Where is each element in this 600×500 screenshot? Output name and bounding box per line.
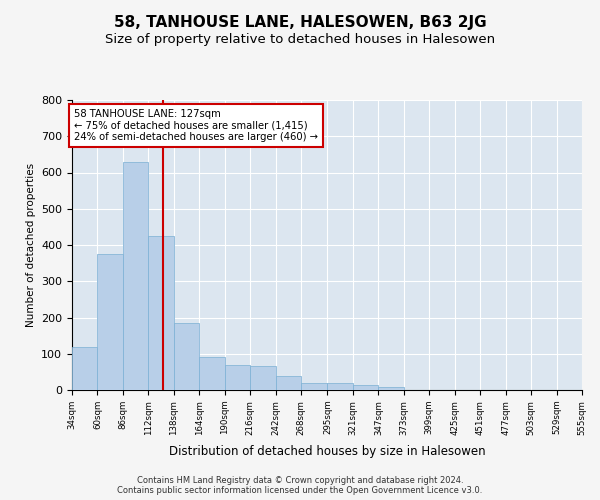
Bar xyxy=(275,376,301,390)
Text: Size of property relative to detached houses in Halesowen: Size of property relative to detached ho… xyxy=(105,32,495,46)
Bar xyxy=(199,358,225,390)
Bar xyxy=(225,364,250,390)
Text: Contains HM Land Registry data © Crown copyright and database right 2024.
Contai: Contains HM Land Registry data © Crown c… xyxy=(118,476,482,495)
Bar xyxy=(123,162,148,390)
Bar xyxy=(174,323,199,390)
Bar xyxy=(72,346,97,390)
Bar xyxy=(328,383,353,390)
Text: 58, TANHOUSE LANE, HALESOWEN, B63 2JG: 58, TANHOUSE LANE, HALESOWEN, B63 2JG xyxy=(113,15,487,30)
Bar xyxy=(250,366,275,390)
Y-axis label: Number of detached properties: Number of detached properties xyxy=(26,163,35,327)
Bar xyxy=(301,383,326,390)
Bar xyxy=(353,384,379,390)
Text: 58 TANHOUSE LANE: 127sqm
← 75% of detached houses are smaller (1,415)
24% of sem: 58 TANHOUSE LANE: 127sqm ← 75% of detach… xyxy=(74,109,318,142)
Bar xyxy=(97,254,123,390)
Bar xyxy=(379,387,404,390)
Bar xyxy=(148,236,174,390)
Text: Distribution of detached houses by size in Halesowen: Distribution of detached houses by size … xyxy=(169,444,485,458)
